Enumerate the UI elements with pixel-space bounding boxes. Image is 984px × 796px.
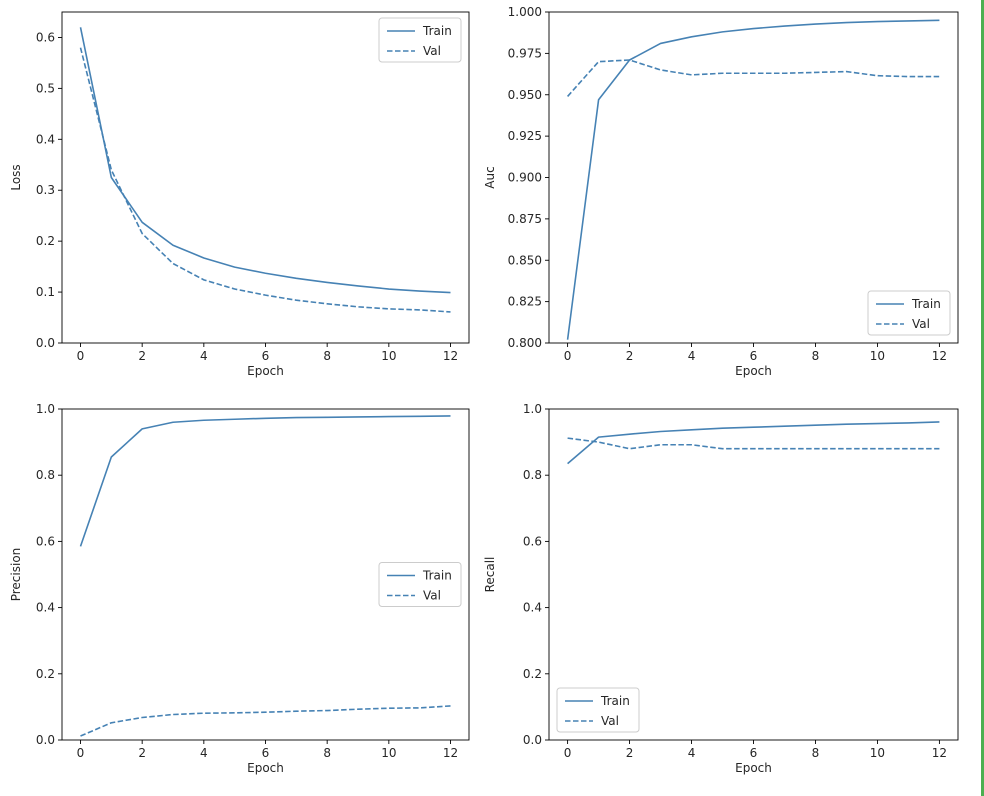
- recall-ytick-label: 0.8: [523, 468, 542, 482]
- loss-ylabel: Loss: [9, 164, 23, 190]
- auc-xtick-label: 4: [688, 349, 696, 363]
- recall-ytick-label: 1.0: [523, 402, 542, 416]
- precision-legend-label-train: Train: [422, 569, 452, 583]
- auc-xtick-label: 8: [812, 349, 820, 363]
- loss-legend: Train Val: [378, 17, 462, 63]
- auc-xlabel: Epoch: [735, 364, 772, 378]
- auc-ytick-label: 0.800: [508, 336, 542, 350]
- auc-xtick-label: 10: [870, 349, 885, 363]
- precision-xtick-label: 2: [138, 746, 146, 760]
- precision-legend-label-val: Val: [423, 589, 441, 603]
- precision-xtick-label: 0: [77, 746, 85, 760]
- recall-ytick-label: 0.4: [523, 601, 542, 615]
- precision-xlabel: Epoch: [247, 761, 284, 775]
- auc-legend: Train Val: [867, 290, 951, 336]
- auc-ytick-label: 0.925: [508, 129, 542, 143]
- recall-xtick-label: 10: [870, 746, 885, 760]
- precision-ytick-label: 1.0: [36, 402, 55, 416]
- auc-legend-label-val: Val: [912, 317, 930, 331]
- precision-ytick-label: 0.4: [36, 601, 55, 615]
- loss-chart: 0 2 4 6 8 10 12 0.0 0.1 0.2 0.3 0.4 0.5 0.6 Epoch Loss T…: [9, 11, 470, 378]
- loss-xtick-label: 2: [138, 349, 146, 363]
- precision-chart: 0 2 4 6 8 10 12 0.0 0.2 0.4 0.6 0.8 1.0 Epoch Precisio…: [9, 402, 470, 775]
- auc-ytick-label: 0.950: [508, 88, 542, 102]
- precision-xtick-label: 4: [200, 746, 208, 760]
- recall-legend-label-val: Val: [601, 714, 619, 728]
- loss-ytick-label: 0.6: [36, 30, 55, 44]
- precision-xtick-label: 6: [262, 746, 270, 760]
- recall-xtick-label: 8: [812, 746, 820, 760]
- recall-xtick-label: 0: [564, 746, 572, 760]
- loss-xtick-label: 6: [262, 349, 270, 363]
- loss-legend-label-val: Val: [423, 44, 441, 58]
- precision-legend: Train Val: [378, 562, 462, 607]
- loss-xlabel: Epoch: [247, 364, 284, 378]
- loss-ytick-label: 0.0: [36, 336, 55, 350]
- precision-series-train-line: [79, 415, 451, 547]
- recall-legend-label-train: Train: [600, 694, 630, 708]
- precision-ytick-label: 0.6: [36, 534, 55, 548]
- auc-series-val-line: [566, 59, 940, 97]
- loss-xtick-label: 8: [323, 349, 331, 363]
- recall-series-train-line: [567, 421, 940, 465]
- loss-xtick-label: 10: [381, 349, 396, 363]
- recall-ytick-label: 0.0: [523, 733, 542, 747]
- recall-series-val-line: [567, 437, 940, 450]
- auc-series-train-line: [566, 19, 940, 340]
- auc-ytick-label: 0.875: [508, 212, 542, 226]
- precision-ytick-label: 0.2: [36, 667, 55, 681]
- recall-xtick-label: 2: [626, 746, 634, 760]
- auc-xtick-label: 2: [626, 349, 634, 363]
- recall-ytick-label: 0.6: [523, 534, 542, 548]
- loss-ytick-label: 0.5: [36, 81, 55, 95]
- auc-ytick-label: 0.975: [508, 46, 542, 60]
- auc-ytick-label: 0.900: [508, 171, 542, 185]
- loss-ytick-label: 0.1: [36, 285, 55, 299]
- auc-ytick-label: 0.850: [508, 253, 542, 267]
- auc-ytick-label: 0.825: [508, 295, 542, 309]
- recall-chart: 0 2 4 6 8 10 12 0.0 0.2 0.4 0.6 0.8 1.0 Epoch Recall Tr…: [483, 402, 959, 775]
- precision-xtick-label: 10: [381, 746, 396, 760]
- precision-series-val-line: [80, 705, 451, 737]
- precision-ytick-label: 0.0: [36, 733, 55, 747]
- recall-ytick-label: 0.2: [523, 667, 542, 681]
- precision-ylabel: Precision: [9, 548, 23, 602]
- loss-xtick-label: 0: [77, 349, 85, 363]
- recall-xtick-label: 12: [932, 746, 947, 760]
- loss-series-val-line: [79, 47, 451, 313]
- recall-xtick-label: 6: [750, 746, 758, 760]
- loss-legend-label-train: Train: [422, 24, 452, 38]
- loss-xtick-label: 12: [443, 349, 458, 363]
- auc-ytick-label: 1.000: [508, 5, 542, 19]
- auc-chart: 0 2 4 6 8 10 12 0.800 0.825 0.850 0.875 0.900 0.925 0…: [483, 5, 959, 378]
- precision-xtick-label: 12: [443, 746, 458, 760]
- loss-ytick-label: 0.4: [36, 132, 55, 146]
- precision-ytick-label: 0.8: [36, 468, 55, 482]
- loss-series-train-line: [79, 27, 451, 294]
- auc-ylabel: Auc: [483, 166, 497, 188]
- recall-legend: Train Val: [556, 687, 640, 733]
- loss-xtick-label: 4: [200, 349, 208, 363]
- auc-xtick-label: 0: [564, 349, 572, 363]
- auc-legend-label-train: Train: [911, 297, 941, 311]
- auc-xtick-label: 12: [932, 349, 947, 363]
- loss-ytick-label: 0.2: [36, 234, 55, 248]
- window-edge-strip: [981, 0, 984, 796]
- loss-ytick-label: 0.3: [36, 183, 55, 197]
- recall-xlabel: Epoch: [735, 761, 772, 775]
- recall-xtick-label: 4: [688, 746, 696, 760]
- precision-xtick-label: 8: [323, 746, 331, 760]
- recall-ylabel: Recall: [483, 557, 497, 593]
- auc-xtick-label: 6: [750, 349, 758, 363]
